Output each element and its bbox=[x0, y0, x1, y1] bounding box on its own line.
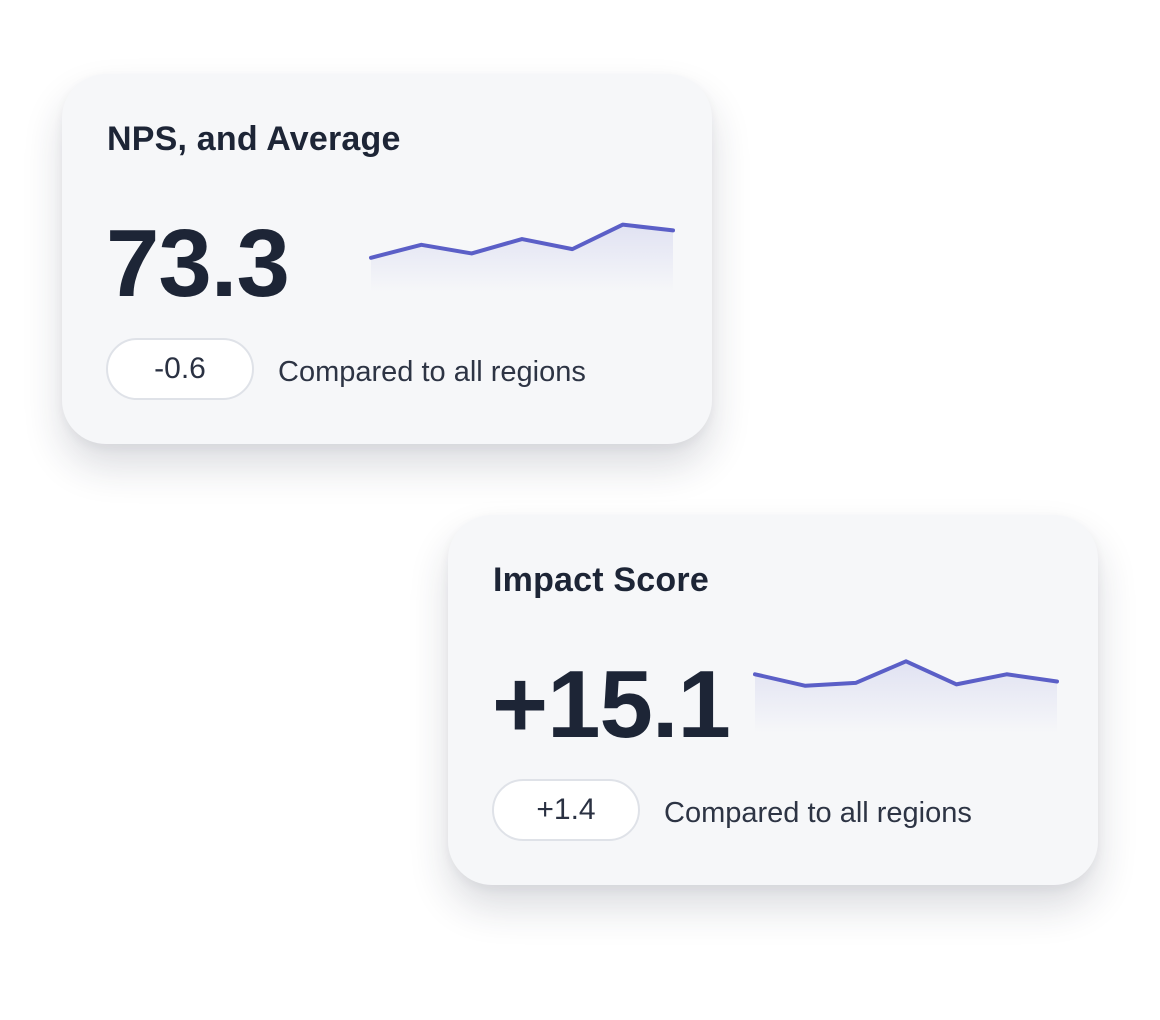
metric-value: 73.3 bbox=[106, 210, 290, 317]
delta-badge: +1.4 bbox=[492, 779, 640, 841]
sparkline-chart bbox=[753, 659, 1059, 733]
delta-value: +1.4 bbox=[536, 793, 596, 826]
sparkline-line bbox=[369, 222, 675, 260]
delta-value: -0.6 bbox=[154, 352, 206, 385]
delta-badge: -0.6 bbox=[106, 338, 254, 400]
nps-card: NPS, and Average 73.3 -0.6 Compared to a… bbox=[62, 74, 712, 444]
compare-label: Compared to all regions bbox=[664, 797, 972, 829]
card-title: Impact Score bbox=[493, 561, 709, 599]
impact-score-card: Impact Score +15.1 +1.4 Compared to all … bbox=[448, 515, 1098, 885]
compare-label: Compared to all regions bbox=[278, 356, 586, 388]
sparkline-chart bbox=[369, 222, 675, 292]
sparkline-area bbox=[371, 224, 673, 292]
metric-value: +15.1 bbox=[492, 651, 731, 758]
sparkline-line bbox=[753, 659, 1059, 688]
card-title: NPS, and Average bbox=[107, 120, 401, 158]
sparkline-area bbox=[755, 661, 1057, 733]
